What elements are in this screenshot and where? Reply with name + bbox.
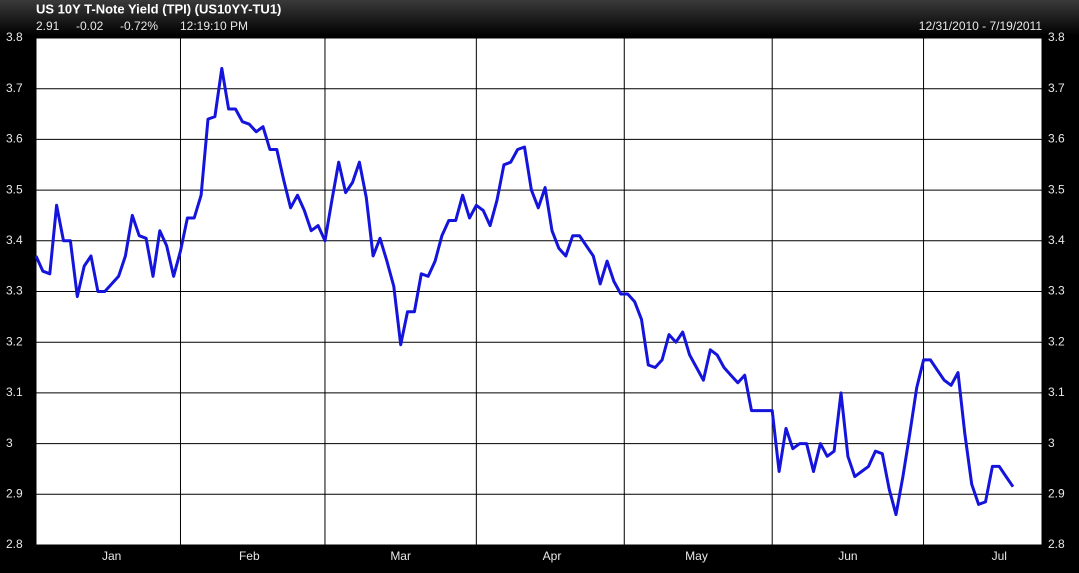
y-tick-label: 3.6 (6, 132, 23, 146)
x-tick-label: Jun (838, 549, 857, 563)
date-range: 12/31/2010 - 7/19/2011 (919, 19, 1043, 33)
y-tick-label-right: 3.4 (1048, 233, 1065, 247)
y-tick-label-right: 2.8 (1048, 537, 1065, 551)
y-tick-label-right: 3.7 (1048, 81, 1065, 95)
y-tick-label: 3.3 (6, 284, 23, 298)
plot-border (35, 37, 1043, 546)
y-tick-label-right: 3.5 (1048, 182, 1065, 196)
x-tick-label: Mar (390, 549, 411, 563)
x-tick-label: Jul (992, 549, 1007, 563)
y-tick-label-right: 3.1 (1048, 385, 1065, 399)
y-tick-label-right: 3.2 (1048, 334, 1065, 348)
x-tick-label: Apr (543, 549, 562, 563)
chart-title: US 10Y T-Note Yield (TPI) (US10YY-TU1) (36, 1, 281, 16)
x-tick-label: Feb (239, 549, 260, 563)
y-tick-label: 3.8 (6, 30, 23, 44)
quote-pct-change: -0.72% (120, 19, 158, 33)
y-tick-label-right: 3.3 (1048, 284, 1065, 298)
quote-change: -0.02 (76, 19, 104, 33)
x-tick-label: May (685, 549, 708, 563)
y-tick-label: 2.9 (6, 486, 23, 500)
y-tick-label-right: 3.8 (1048, 30, 1065, 44)
y-tick-label: 3.5 (6, 182, 23, 196)
y-tick-label-right: 3 (1048, 436, 1055, 450)
y-tick-label: 3.2 (6, 334, 23, 348)
x-tick-label: Jan (102, 549, 121, 563)
header-background (0, 0, 1079, 36)
yield-line (34, 66, 1015, 517)
y-tick-label: 3.1 (6, 385, 23, 399)
y-tick-label: 3.7 (6, 81, 23, 95)
y-tick-label: 3.4 (6, 233, 23, 247)
y-tick-label: 3 (6, 436, 13, 450)
y-tick-label-right: 3.6 (1048, 132, 1065, 146)
quote-last: 2.91 (36, 19, 60, 33)
y-tick-label-right: 2.9 (1048, 486, 1065, 500)
y-tick-label: 2.8 (6, 537, 23, 551)
quote-time: 12:19:10 PM (180, 19, 248, 33)
